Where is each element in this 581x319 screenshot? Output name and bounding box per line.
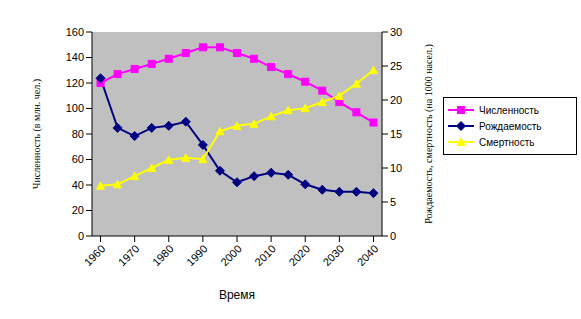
svg-text:2040: 2040 <box>355 242 381 268</box>
svg-text:15: 15 <box>390 128 402 140</box>
svg-text:5: 5 <box>390 196 396 208</box>
svg-text:25: 25 <box>390 60 402 72</box>
svg-text:1990: 1990 <box>184 242 210 268</box>
svg-text:2000: 2000 <box>218 242 244 268</box>
svg-text:2020: 2020 <box>286 242 312 268</box>
svg-text:2030: 2030 <box>320 242 346 268</box>
svg-text:120: 120 <box>66 77 84 89</box>
svg-text:Численность (в млн. чел.): Численность (в млн. чел.) <box>31 79 43 189</box>
svg-text:1980: 1980 <box>150 242 176 268</box>
html-text:Смертность: Смертность <box>479 136 535 148</box>
svg-text:1960: 1960 <box>82 242 108 268</box>
svg-text:160: 160 <box>66 26 84 38</box>
svg-text:0: 0 <box>390 230 396 242</box>
svg-text:40: 40 <box>72 179 84 191</box>
svg-text:30: 30 <box>390 26 402 38</box>
svg-text:20: 20 <box>390 94 402 106</box>
svg-text:Рождаемость, смертность (на 10: Рождаемость, смертность (на 1000 насел.) <box>423 44 435 224</box>
svg-text:20: 20 <box>72 204 84 216</box>
svg-text:100: 100 <box>66 102 84 114</box>
svg-text:Время: Время <box>219 288 255 302</box>
svg-text:10: 10 <box>390 162 402 174</box>
svg-text:0: 0 <box>78 230 84 242</box>
html-text:Численность: Численность <box>479 104 539 116</box>
svg-text:80: 80 <box>72 128 84 140</box>
svg-text:140: 140 <box>66 51 84 63</box>
svg-text:1970: 1970 <box>116 242 142 268</box>
svg-text:2010: 2010 <box>252 242 278 268</box>
svg-text:60: 60 <box>72 153 84 165</box>
html-text:Рождаемость: Рождаемость <box>479 120 542 132</box>
